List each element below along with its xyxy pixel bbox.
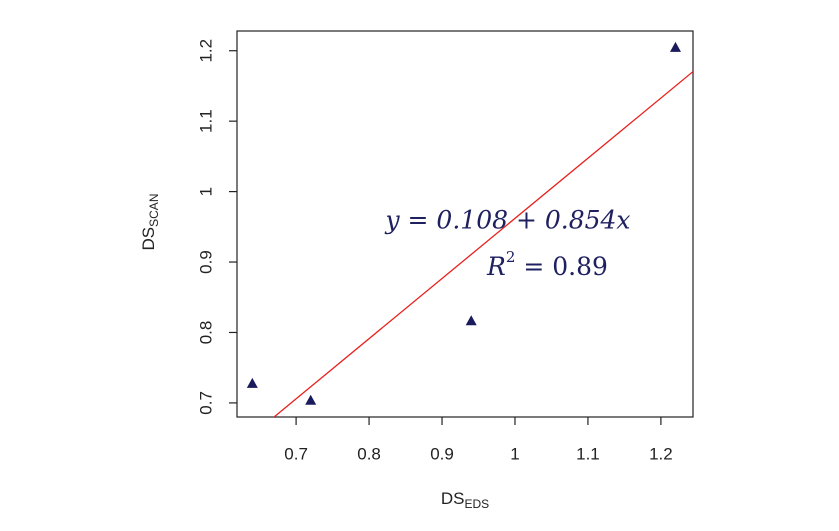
y-tick-label: 1 — [196, 187, 215, 196]
point — [465, 315, 477, 326]
fit-clip — [273, 71, 693, 417]
r-squared: R2 = 0.89 — [486, 248, 608, 281]
x-tick-label: 1 — [510, 444, 519, 463]
x-tick-label: 0.8 — [357, 444, 381, 463]
x-tick-label: 0.7 — [284, 444, 308, 463]
point — [246, 377, 258, 388]
equation: y = 0.108 + 0.854x — [384, 206, 630, 235]
y-tick-label: 0.8 — [196, 321, 215, 345]
x-tick-label: 1.2 — [649, 444, 673, 463]
x-tick-label: 0.9 — [430, 444, 454, 463]
point — [305, 394, 317, 405]
plot-frame — [236, 30, 694, 418]
point — [669, 41, 681, 52]
y-tick-label: 1.1 — [196, 109, 215, 133]
x-tick-label: 1.1 — [576, 444, 600, 463]
y-axis-label: DSSCAN — [139, 194, 161, 251]
x-axis-label: DSEDS — [441, 489, 489, 511]
y-tick-label: 0.9 — [196, 250, 215, 274]
fit-line — [273, 71, 693, 417]
y-tick-label: 1.2 — [196, 39, 215, 63]
y-tick-label: 0.7 — [196, 391, 215, 415]
